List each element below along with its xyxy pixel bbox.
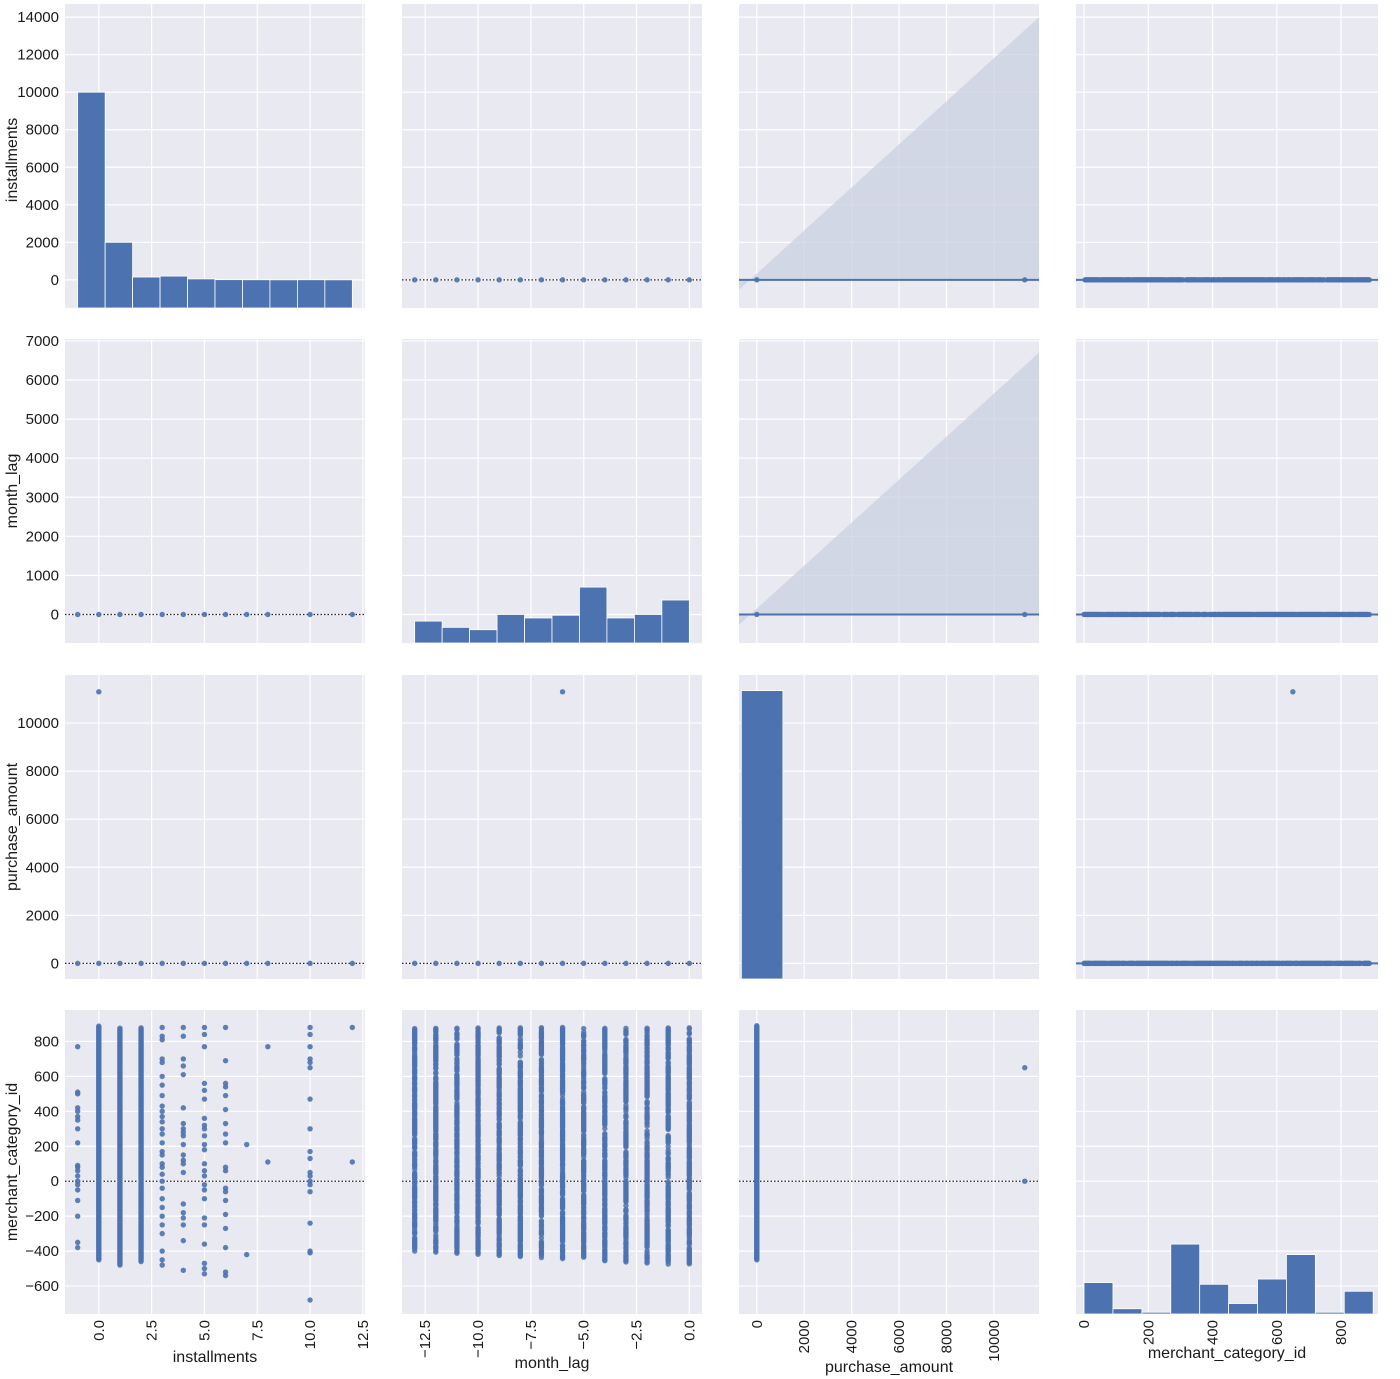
y-tick-label: 14000 (17, 9, 59, 26)
x-tick-label: −2.5 (629, 1320, 646, 1350)
y-tick-label: 12000 (17, 47, 59, 64)
y-tick-label: 2000 (26, 907, 59, 924)
x-tick-label: 0.0 (91, 1320, 108, 1341)
panel-merchant_category_id-vs-month_lag (402, 1010, 702, 1314)
x-tick-label: 12.5 (355, 1320, 372, 1349)
x-tick-label: 600 (1269, 1320, 1286, 1345)
x-tick-label: 400 (1205, 1320, 1222, 1345)
panel-month_lag-vs-purchase_amount (739, 339, 1039, 643)
x-tick-label: 200 (1140, 1320, 1157, 1345)
y-tick-label: 6000 (26, 372, 59, 389)
y-tick-label: 10000 (17, 84, 59, 101)
x-tick-label: −5.0 (576, 1320, 593, 1350)
axis-tick-labels: 0200040006000800010000120001400001000200… (17, 9, 1350, 1362)
x-axis-label-installments: installments (173, 1349, 257, 1366)
x-axis-label-month-lag: month_lag (515, 1355, 590, 1372)
y-tick-label: 0 (51, 955, 59, 972)
x-tick-label: 2.5 (144, 1320, 161, 1341)
y-tick-label: 8000 (26, 763, 59, 780)
panel-installments-vs-month_lag (402, 4, 702, 308)
x-tick-label: 7.5 (249, 1320, 266, 1341)
panel-purchase_amount-vs-purchase_amount (739, 675, 1039, 979)
y-tick-label: 0 (51, 272, 59, 289)
y-tick-label: 3000 (26, 489, 59, 506)
x-tick-label: 8000 (939, 1320, 956, 1353)
y-tick-label: 7000 (26, 333, 59, 350)
y-tick-label: 2000 (26, 234, 59, 251)
x-tick-label: 0.0 (681, 1320, 698, 1341)
x-tick-label: −12.5 (417, 1320, 434, 1358)
panel-merchant_category_id-vs-installments (65, 1010, 365, 1314)
y-tick-label: 6000 (26, 811, 59, 828)
y-tick-label: 6000 (26, 159, 59, 176)
y-axis-label-merchant-category-id: merchant_category_id (4, 1083, 21, 1241)
y-tick-label: 600 (34, 1068, 59, 1085)
panel-month_lag-vs-installments (65, 339, 365, 643)
y-tick-label: 4000 (26, 450, 59, 467)
y-tick-label: 5000 (26, 411, 59, 428)
x-axis-label-merchant-category-id: merchant_category_id (1148, 1345, 1306, 1362)
panel-purchase_amount-vs-month_lag (402, 675, 702, 979)
y-tick-label: 0 (51, 1173, 59, 1190)
x-axis-label-purchase-amount: purchase_amount (825, 1359, 954, 1376)
y-tick-label: 1000 (26, 567, 59, 584)
x-tick-label: 10000 (986, 1320, 1003, 1362)
x-tick-label: 4000 (844, 1320, 861, 1353)
y-axis-label-installments: installments (4, 118, 21, 202)
x-tick-label: 0 (749, 1320, 766, 1328)
x-tick-label: 5.0 (196, 1320, 213, 1341)
panel-installments-vs-purchase_amount (739, 4, 1039, 308)
panel-month_lag-vs-merchant_category_id (1076, 339, 1378, 643)
panel-installments-vs-installments (65, 4, 365, 308)
panel-merchant_category_id-vs-merchant_category_id (1076, 1010, 1378, 1314)
panel-merchant_category_id-vs-purchase_amount (739, 1010, 1039, 1314)
y-tick-label: 4000 (26, 197, 59, 214)
pairplot-panels (65, 4, 1378, 1314)
y-tick-label: 800 (34, 1033, 59, 1050)
y-tick-label: 0 (51, 606, 59, 623)
y-tick-label: 4000 (26, 859, 59, 876)
y-tick-label: 10000 (17, 715, 59, 732)
y-tick-label: 200 (34, 1138, 59, 1155)
panel-purchase_amount-vs-merchant_category_id (1076, 675, 1378, 979)
x-tick-label: 0 (1076, 1320, 1093, 1328)
y-tick-label: 8000 (26, 122, 59, 139)
x-tick-label: 2000 (796, 1320, 813, 1353)
y-tick-label: −400 (25, 1243, 59, 1260)
x-tick-label: −10.0 (470, 1320, 487, 1358)
x-tick-label: 800 (1333, 1320, 1350, 1345)
y-tick-label: 400 (34, 1103, 59, 1120)
y-tick-label: 2000 (26, 528, 59, 545)
panel-installments-vs-merchant_category_id (1076, 4, 1378, 308)
x-tick-label: −7.5 (523, 1320, 540, 1350)
y-tick-label: −600 (25, 1278, 59, 1295)
panel-month_lag-vs-month_lag (402, 339, 702, 643)
y-axis-label-purchase-amount: purchase_amount (4, 762, 21, 891)
x-tick-label: 10.0 (302, 1320, 319, 1349)
panel-purchase_amount-vs-installments (65, 675, 365, 979)
x-tick-label: 6000 (891, 1320, 908, 1353)
y-tick-label: −200 (25, 1208, 59, 1225)
y-axis-label-month-lag: month_lag (4, 454, 21, 529)
